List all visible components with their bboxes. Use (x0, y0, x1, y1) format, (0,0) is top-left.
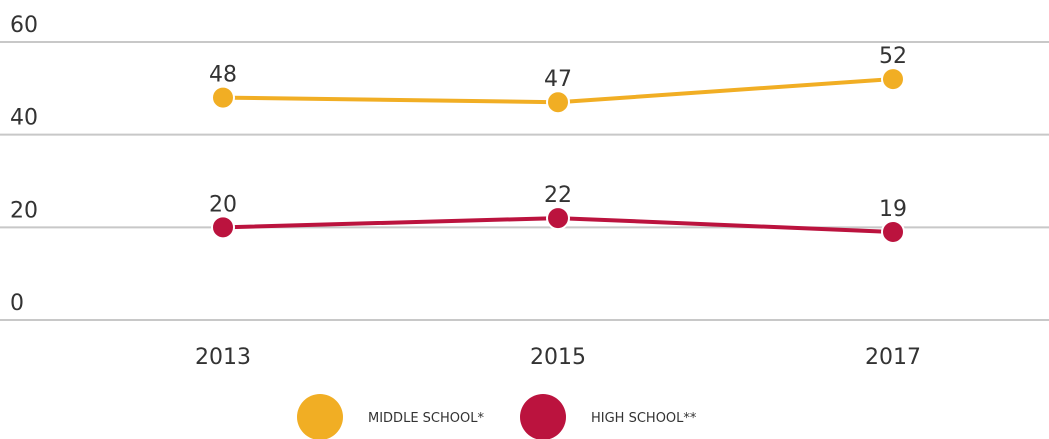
x-tick-label: 2017 (865, 345, 921, 370)
legend-label: MIDDLE SCHOOL* (368, 411, 484, 426)
legend-swatch (520, 394, 566, 439)
point (211, 215, 235, 240)
point (881, 219, 905, 244)
value-label: 47 (544, 67, 572, 92)
y-tick-label: 0 (10, 291, 24, 316)
point (881, 67, 905, 92)
point (211, 85, 235, 110)
x-tick-label: 2013 (195, 345, 251, 370)
point (546, 206, 570, 231)
point (546, 90, 570, 115)
value-label: 48 (209, 63, 237, 88)
y-tick-label: 60 (10, 13, 38, 38)
legend-label: HIGH SCHOOL** (591, 411, 697, 426)
value-label: 20 (209, 192, 237, 217)
value-label: 52 (879, 44, 907, 69)
x-tick-label: 2015 (530, 345, 586, 370)
value-label: 19 (879, 197, 907, 222)
legend-swatch (297, 394, 343, 439)
value-label: 22 (544, 183, 572, 208)
y-tick-label: 20 (10, 198, 38, 223)
y-tick-label: 40 (10, 106, 38, 131)
